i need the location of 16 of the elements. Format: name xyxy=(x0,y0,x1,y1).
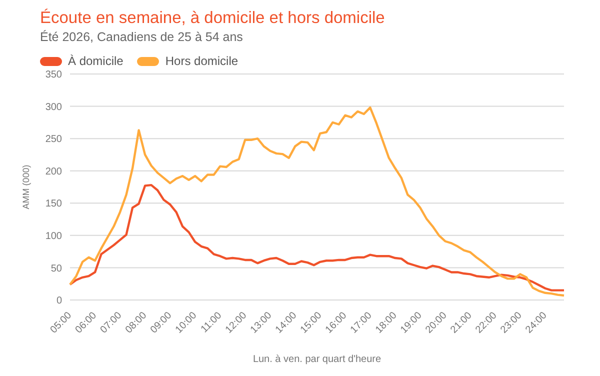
y-tick-label: 200 xyxy=(45,166,62,178)
legend-label: À domicile xyxy=(68,54,124,68)
x-axis-title: Lun. à ven. par quart d'heure xyxy=(252,354,382,365)
chart-title: Écoute en semaine, à domicile et hors domicile xyxy=(40,8,386,28)
chart-subtitle: Été 2026, Canadiens de 25 à 54 ans xyxy=(40,29,244,46)
legend-label: Hors domicile xyxy=(165,54,238,68)
line-series xyxy=(68,184,566,292)
line-series xyxy=(68,106,566,297)
y-tick-label: 100 xyxy=(45,230,62,242)
y-tick-label: 0 xyxy=(56,296,62,307)
y-tick-label: 150 xyxy=(45,198,62,210)
y-tick-label: 250 xyxy=(45,134,62,146)
y-tick-label: 50 xyxy=(50,263,62,274)
y-tick-label: 350 xyxy=(45,70,62,81)
y-axis-title: AMM (000) xyxy=(21,164,32,210)
y-tick-label: 300 xyxy=(45,102,62,113)
